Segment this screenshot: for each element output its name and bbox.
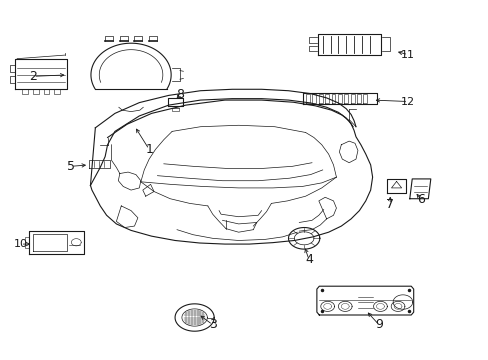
Text: 10: 10 (14, 239, 27, 249)
Text: 9: 9 (374, 318, 382, 331)
Text: 11: 11 (401, 50, 414, 60)
Text: 8: 8 (176, 88, 183, 101)
Text: 7: 7 (386, 198, 393, 211)
Text: 2: 2 (29, 70, 37, 83)
Text: 4: 4 (305, 253, 312, 266)
Text: 5: 5 (67, 160, 75, 173)
Text: 3: 3 (208, 318, 216, 331)
Text: 1: 1 (145, 143, 153, 156)
Text: 12: 12 (401, 96, 414, 107)
Text: 6: 6 (417, 193, 425, 206)
